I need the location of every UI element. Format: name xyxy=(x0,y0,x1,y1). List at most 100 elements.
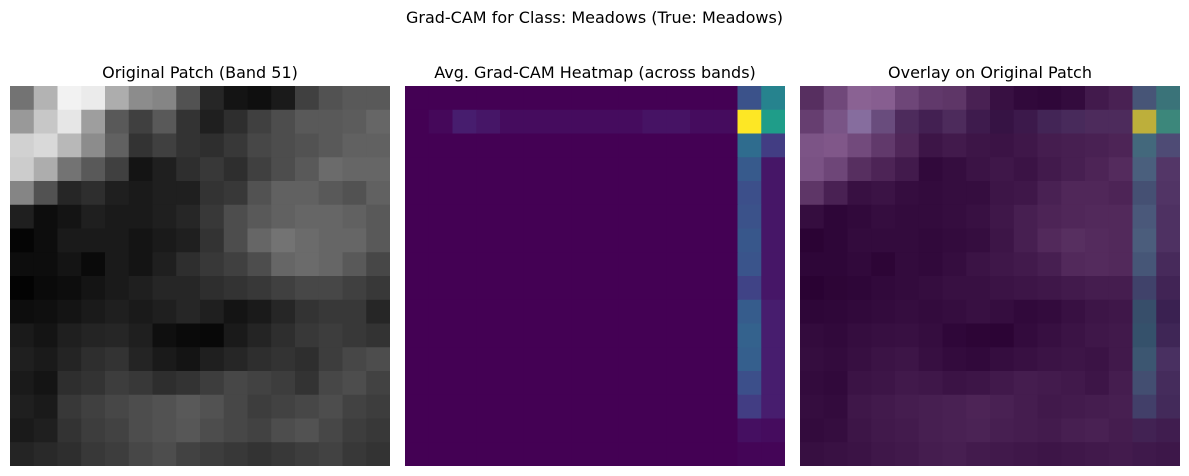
gradcam-cell xyxy=(523,418,549,443)
gradcam-cell xyxy=(547,299,572,325)
overlay-cell xyxy=(871,418,896,443)
overlay-cell xyxy=(990,109,1015,135)
gradcam-cell xyxy=(761,86,785,111)
gradcam-cell xyxy=(642,157,667,182)
gradcam-cell xyxy=(571,299,596,325)
original-patch-cell xyxy=(223,442,249,466)
gradcam-cell xyxy=(690,299,715,325)
overlay-cell xyxy=(800,204,825,230)
overlay-cell xyxy=(990,181,1015,206)
overlay-cell xyxy=(800,394,825,420)
overlay-cell xyxy=(1013,133,1039,158)
overlay-cell xyxy=(942,133,967,158)
overlay-cell xyxy=(966,394,991,420)
overlay-cell xyxy=(1013,204,1039,230)
original-patch-cell xyxy=(223,204,249,230)
gradcam-cell xyxy=(666,252,691,277)
gradcam-cell xyxy=(666,133,691,158)
overlay-cell xyxy=(1013,109,1039,135)
original-patch-cell xyxy=(342,276,367,301)
gradcam-heatmap-panel xyxy=(405,86,785,466)
overlay-cell xyxy=(1013,228,1039,253)
original-patch-cell xyxy=(318,394,344,420)
original-patch-cell xyxy=(176,299,201,325)
gradcam-cell xyxy=(523,133,549,158)
original-patch-cell xyxy=(271,371,296,396)
overlay-cell xyxy=(1037,252,1062,277)
gradcam-cell xyxy=(500,394,525,420)
original-patch-cell xyxy=(295,276,320,301)
gradcam-cell xyxy=(523,323,549,348)
gradcam-cell xyxy=(595,371,620,396)
overlay-cell xyxy=(823,371,849,396)
original-patch-cell xyxy=(105,371,130,396)
original-patch-cell xyxy=(342,157,367,182)
gradcam-cell xyxy=(737,276,762,301)
gradcam-cell xyxy=(690,394,715,420)
gradcam-cell xyxy=(500,109,525,135)
overlay-cell xyxy=(966,347,991,372)
gradcam-cell xyxy=(737,109,762,135)
original-patch-cell xyxy=(366,276,390,301)
overlay-cell xyxy=(823,86,849,111)
gradcam-cell xyxy=(476,442,501,466)
overlay-cell xyxy=(990,299,1015,325)
original-patch-cell xyxy=(57,276,82,301)
original-patch-cell xyxy=(295,418,320,443)
overlay-cell xyxy=(895,347,920,372)
gradcam-cell xyxy=(618,228,644,253)
gradcam-cell xyxy=(690,133,715,158)
overlay-cell xyxy=(918,418,944,443)
original-patch-cell xyxy=(33,418,59,443)
overlay-cell xyxy=(990,442,1015,466)
gradcam-cell xyxy=(523,276,549,301)
original-patch-cell xyxy=(152,252,177,277)
original-patch-cell xyxy=(81,276,106,301)
gradcam-cell xyxy=(690,418,715,443)
overlay-cell xyxy=(871,181,896,206)
gradcam-cell xyxy=(666,276,691,301)
overlay-cell xyxy=(1037,276,1062,301)
gradcam-cell xyxy=(642,86,667,111)
gradcam-cell xyxy=(690,181,715,206)
overlay-cell xyxy=(1108,299,1134,325)
gradcam-cell xyxy=(690,204,715,230)
original-patch-cell xyxy=(247,394,272,420)
original-patch-cell xyxy=(81,157,106,182)
gradcam-cell xyxy=(713,347,739,372)
original-patch-cell xyxy=(223,371,249,396)
original-patch-cell xyxy=(105,157,130,182)
overlay-cell xyxy=(800,323,825,348)
gradcam-cell xyxy=(547,252,572,277)
gradcam-cell xyxy=(571,371,596,396)
original-patch-cell xyxy=(81,371,106,396)
gradcam-cell xyxy=(523,204,549,230)
overlay-cell xyxy=(1037,204,1062,230)
original-patch-cell xyxy=(318,228,344,253)
gradcam-cell xyxy=(642,418,667,443)
overlay-cell xyxy=(895,299,920,325)
original-patch-cell xyxy=(152,394,177,420)
gradcam-cell xyxy=(405,442,430,466)
gradcam-cell xyxy=(690,371,715,396)
original-patch-cell xyxy=(10,299,35,325)
original-patch-cell xyxy=(200,204,225,230)
original-patch-cell xyxy=(366,181,390,206)
gradcam-cell xyxy=(571,276,596,301)
gradcam-cell xyxy=(405,323,430,348)
overlay-cell xyxy=(895,133,920,158)
gradcam-cell xyxy=(595,394,620,420)
overlay-cell xyxy=(966,299,991,325)
overlay-cell xyxy=(990,157,1015,182)
original-patch-cell xyxy=(342,299,367,325)
overlay-cell xyxy=(1085,157,1110,182)
gradcam-cell xyxy=(618,181,644,206)
gradcam-cell xyxy=(428,86,454,111)
gradcam-cell xyxy=(761,299,785,325)
original-patch-cell xyxy=(318,371,344,396)
overlay-cell xyxy=(1085,181,1110,206)
original-patch-cell xyxy=(176,371,201,396)
original-patch-cell xyxy=(342,394,367,420)
original-patch-cell xyxy=(366,252,390,277)
overlay-cell xyxy=(800,347,825,372)
